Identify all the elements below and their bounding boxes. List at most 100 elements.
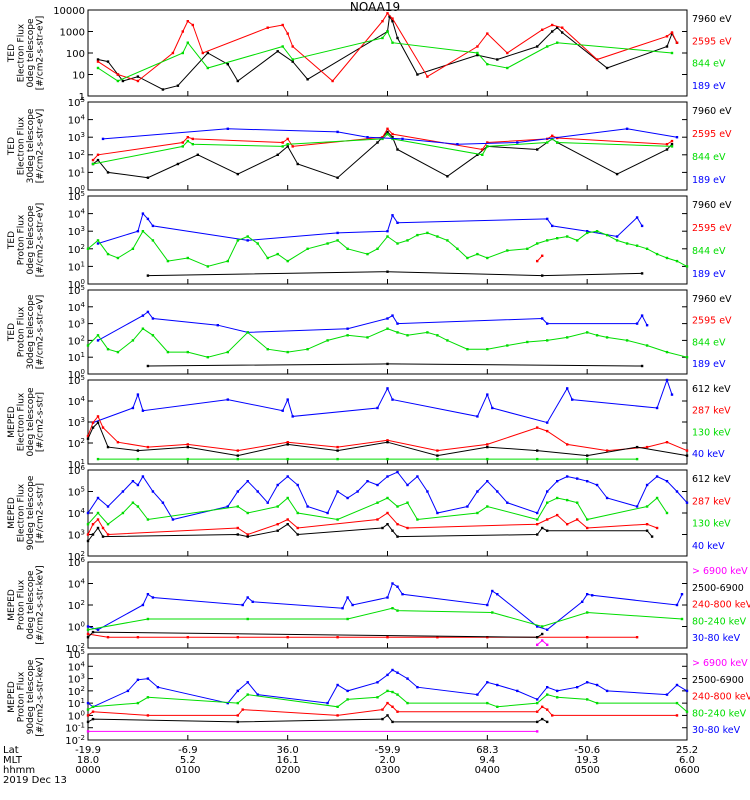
y-tick-label: 10 xyxy=(72,71,85,82)
data-point xyxy=(146,445,150,449)
data-point xyxy=(635,505,639,508)
x-tick-lat: -6.9 xyxy=(178,745,198,756)
y-tick-label: 103 xyxy=(68,416,85,429)
data-point xyxy=(446,239,449,242)
data-point xyxy=(566,475,569,478)
data-point xyxy=(276,153,279,156)
legend-entry: 7960 eV xyxy=(692,200,732,211)
data-point xyxy=(556,41,559,44)
data-point xyxy=(96,242,100,245)
y-tick-label: 104 xyxy=(68,395,86,408)
data-point xyxy=(186,457,189,461)
data-point xyxy=(106,252,110,256)
data-point xyxy=(541,254,544,257)
data-point xyxy=(386,235,389,238)
y-axis-label-line: MEPED xyxy=(7,589,17,621)
data-point xyxy=(536,730,539,733)
data-point xyxy=(246,480,249,483)
data-point xyxy=(506,51,509,55)
legend-entry: 2500-6900 xyxy=(692,675,744,686)
data-point xyxy=(191,143,194,146)
data-point xyxy=(101,535,105,538)
data-point xyxy=(336,457,339,461)
data-point xyxy=(136,483,140,487)
data-point xyxy=(116,441,120,444)
data-point xyxy=(635,216,639,219)
data-point xyxy=(670,393,674,396)
y-tick-label: 100 xyxy=(68,621,85,634)
data-point xyxy=(665,378,669,382)
series-30-80-kev xyxy=(86,668,689,708)
y-axis-label-line: TED xyxy=(7,44,17,63)
data-point xyxy=(416,73,419,76)
series-trace xyxy=(97,15,678,91)
data-point xyxy=(391,136,394,139)
data-point xyxy=(266,26,269,29)
data-point xyxy=(141,475,145,478)
data-point xyxy=(595,683,599,687)
data-point xyxy=(486,443,489,446)
data-point xyxy=(336,445,339,449)
data-point xyxy=(536,636,539,639)
data-point xyxy=(151,596,155,599)
data-point xyxy=(576,239,579,242)
legend-entry: 240-800 keV xyxy=(692,692,750,703)
data-point xyxy=(151,317,155,320)
series-240-800-kev xyxy=(86,701,679,717)
data-point xyxy=(86,434,90,438)
x-axis-row-label: 2019 Dec 13 xyxy=(3,775,67,786)
data-point xyxy=(576,686,579,689)
y-axis-label-line: 0deg telescope xyxy=(26,205,36,275)
data-point xyxy=(486,505,489,508)
data-point xyxy=(416,233,419,237)
data-point xyxy=(635,457,639,461)
data-point xyxy=(486,141,489,144)
data-point xyxy=(226,701,229,705)
data-point xyxy=(615,239,619,242)
data-point xyxy=(326,701,329,705)
data-point xyxy=(586,480,589,483)
data-point xyxy=(586,230,589,233)
data-point xyxy=(645,529,649,532)
legend-entry: 612 keV xyxy=(692,474,731,485)
data-point xyxy=(546,643,549,646)
x-tick-hhmm: 0300 xyxy=(375,765,400,776)
y-tick-label: 103 xyxy=(68,529,85,542)
data-point xyxy=(436,636,439,639)
data-point xyxy=(86,701,90,705)
data-point xyxy=(376,406,379,410)
data-point xyxy=(635,322,639,325)
series-trace xyxy=(87,512,658,536)
data-point xyxy=(591,594,594,597)
data-point xyxy=(546,490,549,493)
data-point xyxy=(391,582,394,585)
data-point xyxy=(151,334,155,337)
data-point xyxy=(346,334,349,337)
data-point xyxy=(536,518,539,521)
data-point xyxy=(556,141,559,144)
legend-entry: 40 keV xyxy=(692,449,725,460)
data-point xyxy=(116,350,120,354)
data-point xyxy=(406,526,409,530)
data-point xyxy=(136,505,140,508)
legend-entry: 189 eV xyxy=(692,269,726,280)
data-point xyxy=(566,336,569,339)
data-point xyxy=(386,132,389,136)
data-point xyxy=(446,175,449,178)
y-axis-label-line: Electron Flux xyxy=(17,116,27,175)
data-point xyxy=(481,148,484,151)
data-point xyxy=(546,322,549,325)
data-point xyxy=(131,480,135,483)
data-point xyxy=(386,523,389,526)
y-tick-label: 103 xyxy=(68,318,85,331)
data-point xyxy=(391,41,394,44)
y-tick-label: 105 xyxy=(68,96,85,109)
data-point xyxy=(386,130,389,134)
data-point xyxy=(391,607,394,610)
data-point xyxy=(246,511,249,515)
y-tick-label: 105 xyxy=(68,374,85,387)
data-point xyxy=(406,483,409,487)
data-point xyxy=(186,139,189,143)
data-point xyxy=(541,639,544,642)
data-point xyxy=(161,88,165,91)
